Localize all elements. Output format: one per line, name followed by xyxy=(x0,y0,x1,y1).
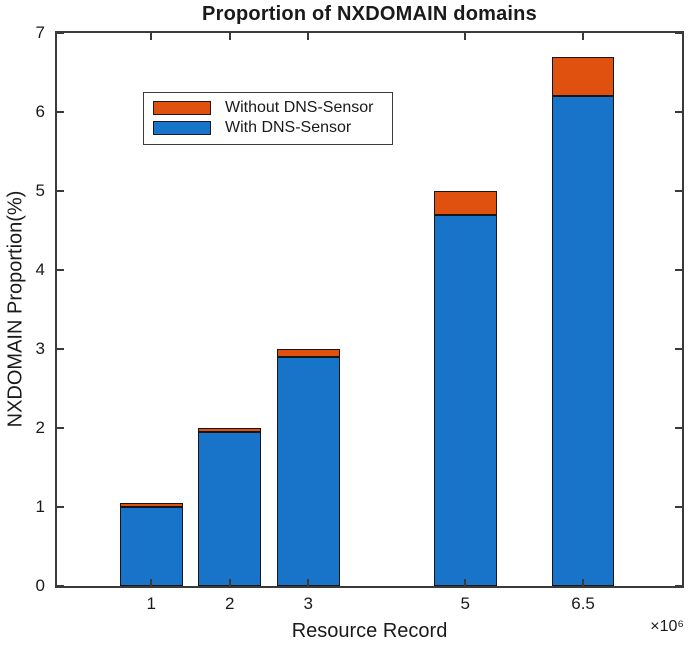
y-tick-label: 4 xyxy=(35,260,45,279)
x-tick-mark xyxy=(464,579,467,586)
y-tick-mark-right xyxy=(675,348,682,350)
y-tick-mark-right xyxy=(675,111,682,113)
y-tick-label: 3 xyxy=(35,339,45,358)
x-tick-label: 6.5 xyxy=(571,594,595,613)
x-tick-mark-top xyxy=(150,33,153,40)
y-tick-mark xyxy=(57,269,64,271)
x-tick-mark-top xyxy=(307,33,310,40)
legend-item-without-dns-sensor: Without DNS-Sensor xyxy=(144,98,392,118)
y-tick-mark xyxy=(57,427,64,429)
legend-label: Without DNS-Sensor xyxy=(225,99,374,116)
y-tick-mark xyxy=(57,585,64,587)
y-tick-mark-right xyxy=(675,427,682,429)
x-tick-label: 2 xyxy=(225,594,235,613)
bar-5-with-dns-sensor xyxy=(433,214,497,586)
x-tick-mark-top xyxy=(464,33,467,40)
legend-swatch-orange xyxy=(153,101,211,115)
bar-3-without-dns-sensor xyxy=(276,349,340,357)
y-axis-label: NXDOMAIN Proportion(%) xyxy=(4,190,27,428)
y-tick-label: 6 xyxy=(35,102,45,121)
y-tick-label: 5 xyxy=(35,181,45,200)
y-tick-mark xyxy=(57,32,64,34)
x-tick-mark xyxy=(582,579,585,586)
x-axis-label: Resource Record xyxy=(291,620,448,642)
x-tick-label: 5 xyxy=(460,594,471,613)
x-tick-label: 3 xyxy=(303,594,313,613)
y-tick-mark xyxy=(57,111,64,113)
y-tick-label: 1 xyxy=(35,497,45,516)
x-tick-mark-top xyxy=(228,33,231,40)
bar-1-without-dns-sensor xyxy=(119,503,183,507)
y-tick-label: 2 xyxy=(35,418,45,437)
bar-6.5-without-dns-sensor xyxy=(551,56,615,97)
bar-6.5-with-dns-sensor xyxy=(551,96,615,586)
bar-1-with-dns-sensor xyxy=(119,507,183,586)
y-tick-mark-right xyxy=(675,190,682,192)
legend-label: With DNS-Sensor xyxy=(225,119,352,136)
legend: Without DNS-Sensor With DNS-Sensor xyxy=(143,92,393,145)
y-tick-label: 7 xyxy=(35,23,45,42)
legend-item-with-dns-sensor: With DNS-Sensor xyxy=(144,118,392,138)
bar-2-without-dns-sensor xyxy=(198,428,262,432)
y-tick-mark xyxy=(57,506,64,508)
x-tick-mark xyxy=(307,579,310,586)
plot-area: Without DNS-Sensor With DNS-Sensor 1 2 3 5 6… xyxy=(36,23,684,613)
bar-2-with-dns-sensor xyxy=(198,431,262,586)
x-tick-mark-top xyxy=(582,33,585,40)
bar-3-with-dns-sensor xyxy=(276,356,340,586)
chart-title: Proportion of NXDOMAIN domains xyxy=(202,3,537,25)
y-tick-mark-right xyxy=(675,32,682,34)
y-tick-mark-right xyxy=(675,585,682,587)
y-tick-mark xyxy=(57,348,64,350)
bar-5-without-dns-sensor xyxy=(433,191,497,215)
x-tick-mark xyxy=(228,579,231,586)
x-tick-label: 1 xyxy=(146,594,156,613)
y-tick-label: 0 xyxy=(35,576,45,595)
y-tick-mark-right xyxy=(675,269,682,271)
x-axis-multiplier: ×10⁶ xyxy=(650,618,684,635)
x-tick-mark xyxy=(150,579,153,586)
y-tick-mark xyxy=(57,190,64,192)
legend-swatch-blue xyxy=(153,121,211,135)
y-tick-mark-right xyxy=(675,506,682,508)
